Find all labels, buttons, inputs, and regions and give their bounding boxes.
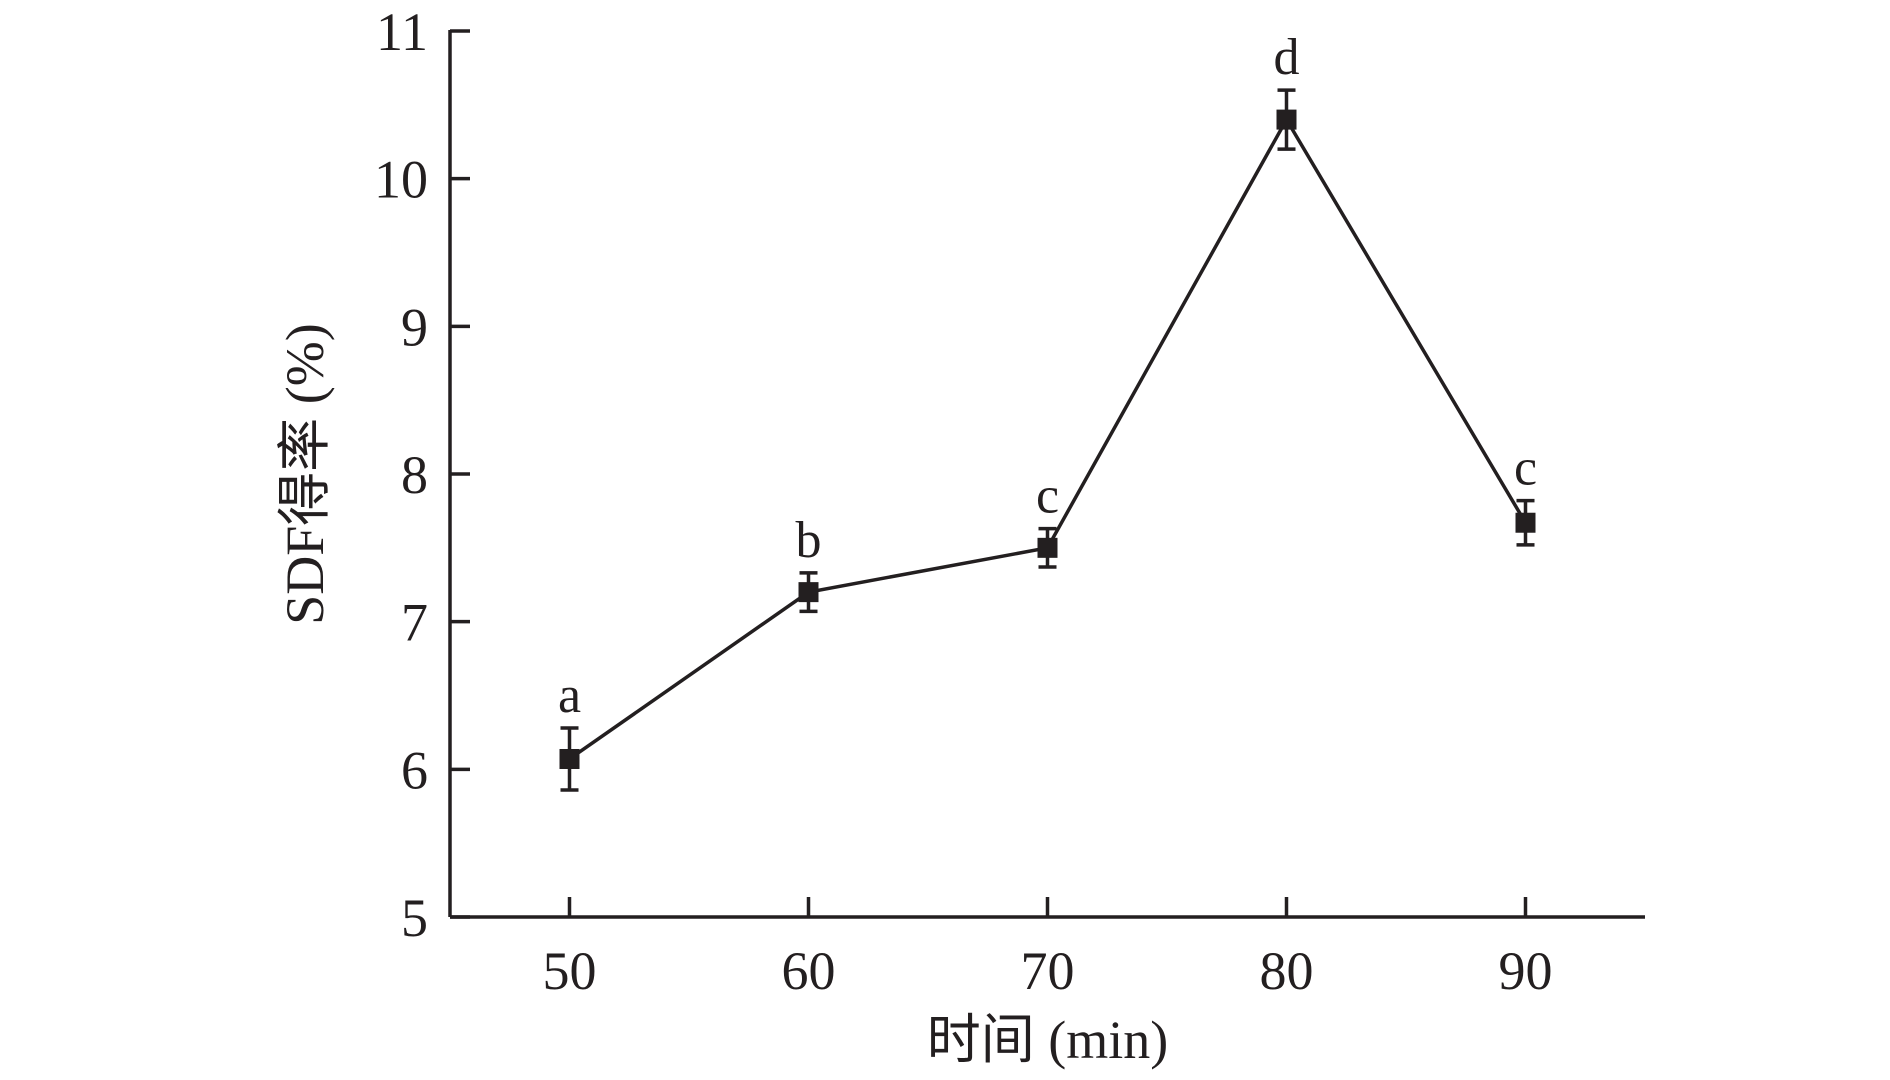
y-tick-label: 8 <box>401 445 428 505</box>
y-tick-label: 7 <box>401 593 428 653</box>
data-point <box>798 582 819 603</box>
series-line <box>568 116 1528 761</box>
data-point <box>1515 512 1536 533</box>
x-tick-label: 90 <box>1499 941 1553 1001</box>
x-axis-title: 时间 (min) <box>927 1010 1168 1070</box>
y-tick-label: 6 <box>401 740 428 800</box>
x-axis-ticks: 50 60 70 80 90 <box>543 897 1553 1001</box>
x-tick-label: 50 <box>543 941 597 1001</box>
y-tick-label: 9 <box>401 297 428 357</box>
y-axis-title: SDF得率 (%) <box>275 323 335 625</box>
y-tick-label: 11 <box>376 2 428 62</box>
x-tick-label: 70 <box>1021 941 1075 1001</box>
data-point <box>1276 109 1297 130</box>
significance-label: c <box>1036 468 1059 525</box>
y-axis-ticks: 5 6 7 8 9 10 11 <box>374 2 470 948</box>
significance-label: d <box>1274 29 1300 86</box>
data-point <box>559 748 580 769</box>
significance-label: a <box>558 667 581 724</box>
y-tick-label: 10 <box>374 150 428 210</box>
data-point <box>1037 537 1058 558</box>
x-tick-label: 80 <box>1260 941 1314 1001</box>
y-tick-label: 5 <box>401 888 428 948</box>
significance-label: c <box>1514 440 1537 497</box>
series: a b c d c <box>558 29 1537 792</box>
significance-label: b <box>796 512 822 569</box>
x-tick-label: 60 <box>782 941 836 1001</box>
